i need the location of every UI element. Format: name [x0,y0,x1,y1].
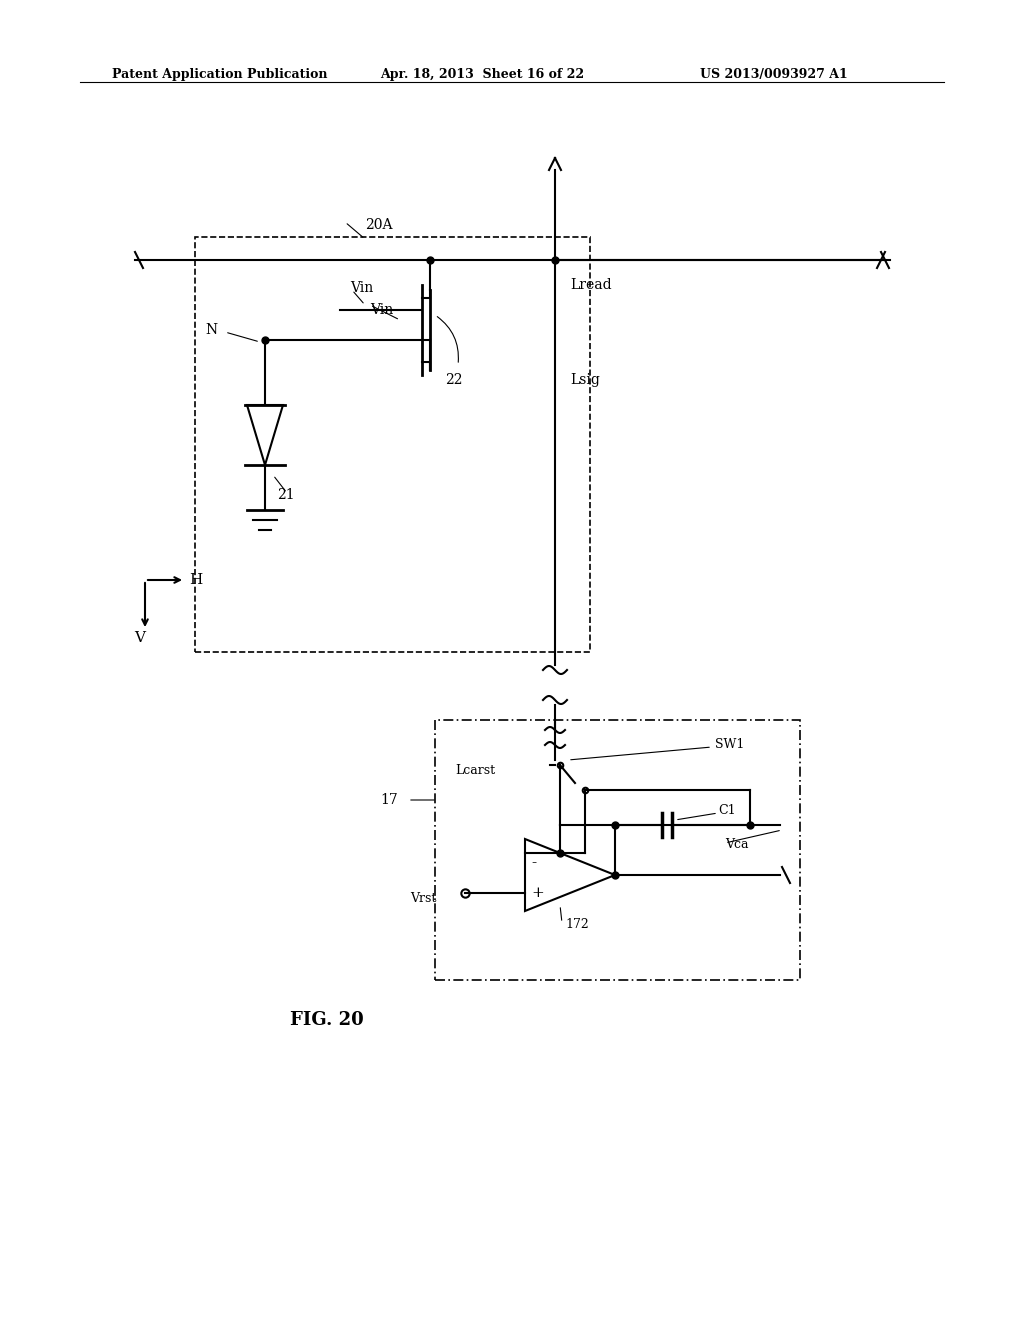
Text: US 2013/0093927 A1: US 2013/0093927 A1 [700,69,848,81]
Text: H: H [189,573,203,587]
Text: Patent Application Publication: Patent Application Publication [112,69,328,81]
Text: 21: 21 [278,488,295,502]
Text: 172: 172 [565,919,589,932]
Text: Vrst: Vrst [410,891,436,904]
Text: Vin: Vin [350,281,374,294]
Text: FIG. 20: FIG. 20 [290,1011,364,1030]
Text: N: N [205,323,217,337]
Text: Lcarst: Lcarst [455,763,496,776]
Text: Lsig: Lsig [570,374,600,387]
Text: Apr. 18, 2013  Sheet 16 of 22: Apr. 18, 2013 Sheet 16 of 22 [380,69,584,81]
Text: -: - [531,855,537,870]
Text: 17: 17 [380,793,397,807]
Text: Vin: Vin [370,304,393,317]
Text: 20A: 20A [365,218,392,232]
Text: +: + [531,886,544,900]
Text: SW1: SW1 [715,738,744,751]
Text: Lread: Lread [570,279,611,292]
Text: Vca: Vca [725,838,749,851]
Text: C1: C1 [718,804,735,817]
Text: 22: 22 [445,374,463,387]
Text: V: V [134,631,145,645]
